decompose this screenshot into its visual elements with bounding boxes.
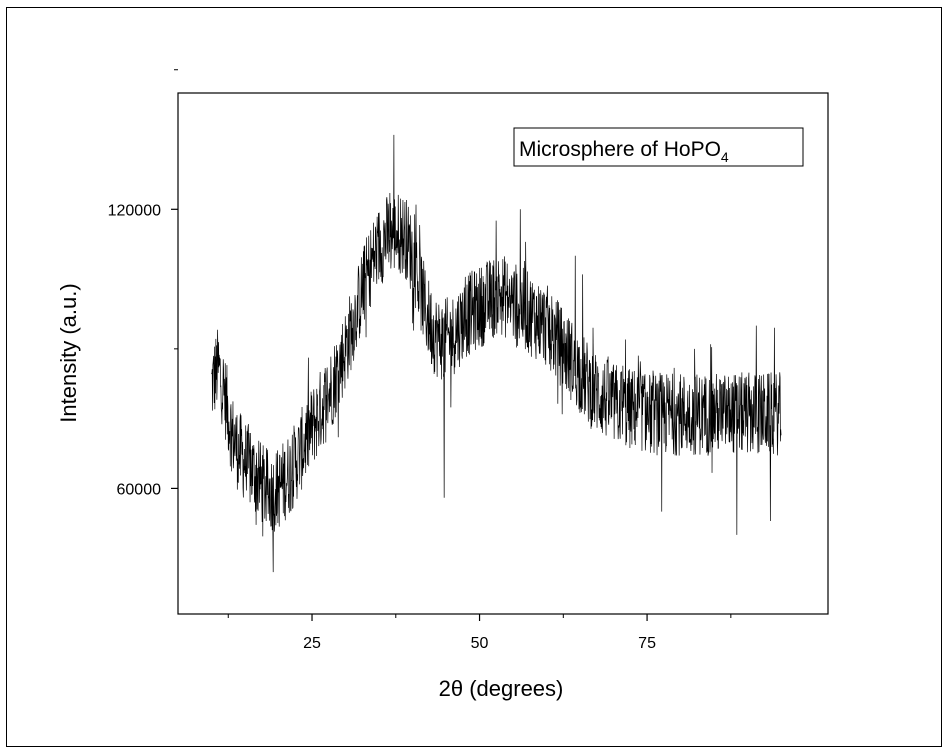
y-tick-label: 120000 [108, 202, 161, 219]
xrd-series-line [211, 134, 782, 573]
x-tick-label: 50 [471, 635, 489, 652]
x-axis-ticks: 25 50 75 [227, 614, 732, 652]
legend-label: Microsphere of HoPO4 [519, 138, 729, 165]
x-tick-label: 25 [303, 635, 321, 652]
legend-label-subscript: 4 [721, 149, 729, 165]
legend-label-main: Microsphere of HoPO [519, 138, 721, 161]
legend-box: Microsphere of HoPO4 [513, 127, 804, 167]
plot-area [177, 92, 829, 615]
x-tick-label: 75 [638, 635, 656, 652]
y-tick-label: 60000 [117, 481, 162, 498]
data-layer [211, 134, 782, 573]
legend-frame [513, 127, 804, 167]
y-axis-ticks: 60000 120000 [108, 69, 178, 498]
x-axis-title: 2θ (degrees) [439, 676, 564, 701]
y-axis-title: Intensity (a.u.) [56, 283, 81, 422]
